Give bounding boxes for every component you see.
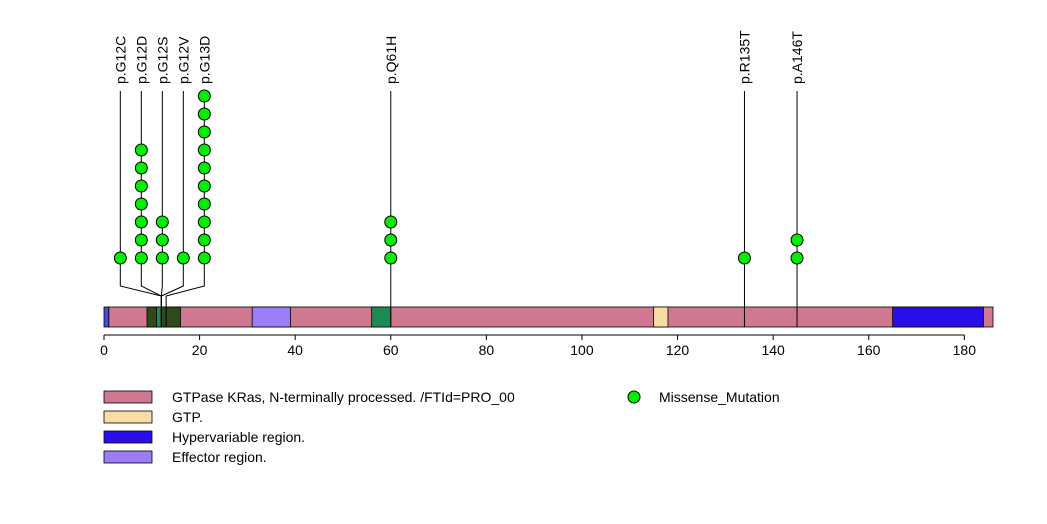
mutation-label: p.G12S	[154, 37, 170, 84]
mutation-label: p.G12V	[175, 36, 191, 84]
legend-label: Effector region.	[172, 449, 267, 465]
domain-7	[156, 306, 162, 328]
x-axis: 0 20 40 60 80 100 120 140 160 180	[100, 334, 977, 358]
x-tick-label: 100	[570, 342, 594, 358]
mutation-dot	[113, 251, 127, 265]
mutation-dot	[197, 251, 211, 265]
mutation-dot	[197, 179, 211, 193]
domain-6	[103, 306, 110, 328]
legend-label: GTPase KRas, N-terminally processed. /FT…	[172, 389, 515, 405]
mutation-label: p.G12C	[112, 36, 128, 84]
mutation-dot	[737, 251, 751, 265]
legend-swatch	[103, 430, 153, 444]
mutation-dot	[134, 179, 148, 193]
mutation-dot	[155, 233, 169, 247]
mutation-dot	[197, 197, 211, 211]
legend-dot	[627, 390, 641, 404]
stem-pg12v	[160, 91, 184, 307]
domain-3	[371, 306, 392, 328]
mutation-dot	[384, 215, 398, 229]
x-tick-label: 40	[287, 342, 303, 358]
x-tick-label: 140	[761, 342, 785, 358]
domain-2	[251, 306, 291, 328]
x-tick-label: 160	[857, 342, 881, 358]
domain-1	[146, 306, 181, 328]
mutation-dot	[790, 251, 804, 265]
legend-label: Missense_Mutation	[659, 389, 780, 405]
domain-5	[892, 306, 984, 328]
x-tick-label: 80	[479, 342, 495, 358]
legend-label: GTP.	[172, 409, 203, 425]
mutation-dot	[197, 161, 211, 175]
mutation-dot	[134, 215, 148, 229]
mutation-dot	[197, 143, 211, 157]
mutation-dot	[134, 143, 148, 157]
domain-0	[108, 306, 994, 328]
mutation-dot	[134, 251, 148, 265]
mutation-dots	[113, 89, 804, 265]
mutation-dot	[197, 215, 211, 229]
legend-swatch	[103, 410, 153, 424]
mutation-dot	[197, 89, 211, 103]
mutation-labels: p.G12C p.G12D p.G12S p.G12V p.G13D p.Q61H p.R1…	[112, 30, 805, 84]
mutation-dot	[197, 125, 211, 139]
stem-pg12s	[160, 91, 163, 307]
mutation-dot	[134, 233, 148, 247]
x-tick-label: 0	[100, 342, 108, 358]
mutation-dot	[134, 197, 148, 211]
x-tick-label: 20	[192, 342, 208, 358]
mutation-dot	[155, 215, 169, 229]
stem-pg13d	[165, 91, 205, 307]
mutation-label: p.G12D	[133, 36, 149, 84]
mutation-dot	[134, 161, 148, 175]
protein-track	[103, 306, 994, 328]
x-tick-label: 60	[383, 342, 399, 358]
mutation-label: p.G13D	[196, 36, 212, 84]
legend-label: Hypervariable region.	[172, 429, 305, 445]
x-tick-label: 120	[666, 342, 690, 358]
legend-swatch	[103, 450, 153, 464]
x-tick-label: 180	[953, 342, 977, 358]
mutation-label: p.A146T	[789, 31, 805, 84]
legend-swatch	[103, 390, 153, 404]
mutation-label: p.Q61H	[383, 36, 399, 84]
domain-4	[653, 306, 669, 328]
mutation-dot	[155, 251, 169, 265]
legend: GTPase KRas, N-terminally processed. /FT…	[103, 389, 780, 465]
mutation-dot	[176, 251, 190, 265]
mutation-dot	[384, 233, 398, 247]
mutation-dot	[790, 233, 804, 247]
mutation-stems	[119, 91, 798, 307]
mutation-dot	[384, 251, 398, 265]
mutation-dot	[197, 233, 211, 247]
mutation-label: p.R135T	[736, 30, 752, 84]
mutation-dot	[197, 107, 211, 121]
